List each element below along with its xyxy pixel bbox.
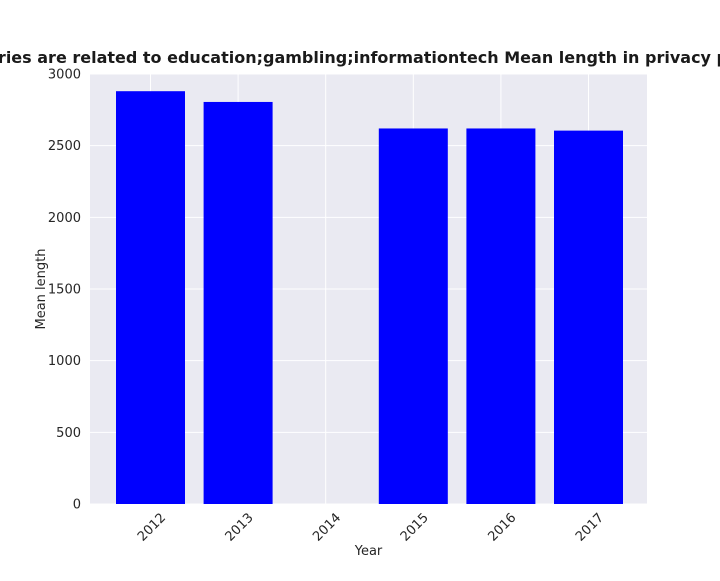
x-tick-label: 2015 (398, 511, 432, 545)
y-tick-label: 2000 (48, 211, 81, 226)
y-axis-label: Mean length (34, 249, 49, 330)
x-tick-label: 2013 (223, 511, 257, 545)
x-axis-ticks: 2012 2013 2014 2015 2016 2017 (135, 511, 607, 545)
y-tick-label: 1500 (48, 283, 81, 298)
y-axis-ticks: 0 500 1000 1500 2000 2500 3000 (48, 68, 81, 513)
x-tick-label: 2014 (310, 511, 344, 545)
y-tick-label: 2500 (48, 139, 81, 154)
x-tick-label: 2012 (135, 511, 169, 545)
x-tick-label: 2017 (573, 511, 607, 545)
bar-2016 (466, 128, 536, 504)
x-tick-label: 2016 (485, 511, 519, 545)
y-tick-label: 1000 (48, 354, 81, 369)
bar-2013 (203, 101, 273, 504)
bar-2017 (554, 130, 623, 504)
y-tick-label: 500 (56, 426, 81, 441)
bars (116, 91, 623, 504)
y-tick-label: 3000 (48, 68, 81, 83)
chart-title: categories are related to education;gamb… (0, 48, 720, 67)
bar-2012 (116, 91, 185, 504)
y-tick-label: 0 (73, 498, 81, 513)
x-axis-label: Year (354, 544, 383, 559)
bar-2015 (378, 128, 448, 504)
